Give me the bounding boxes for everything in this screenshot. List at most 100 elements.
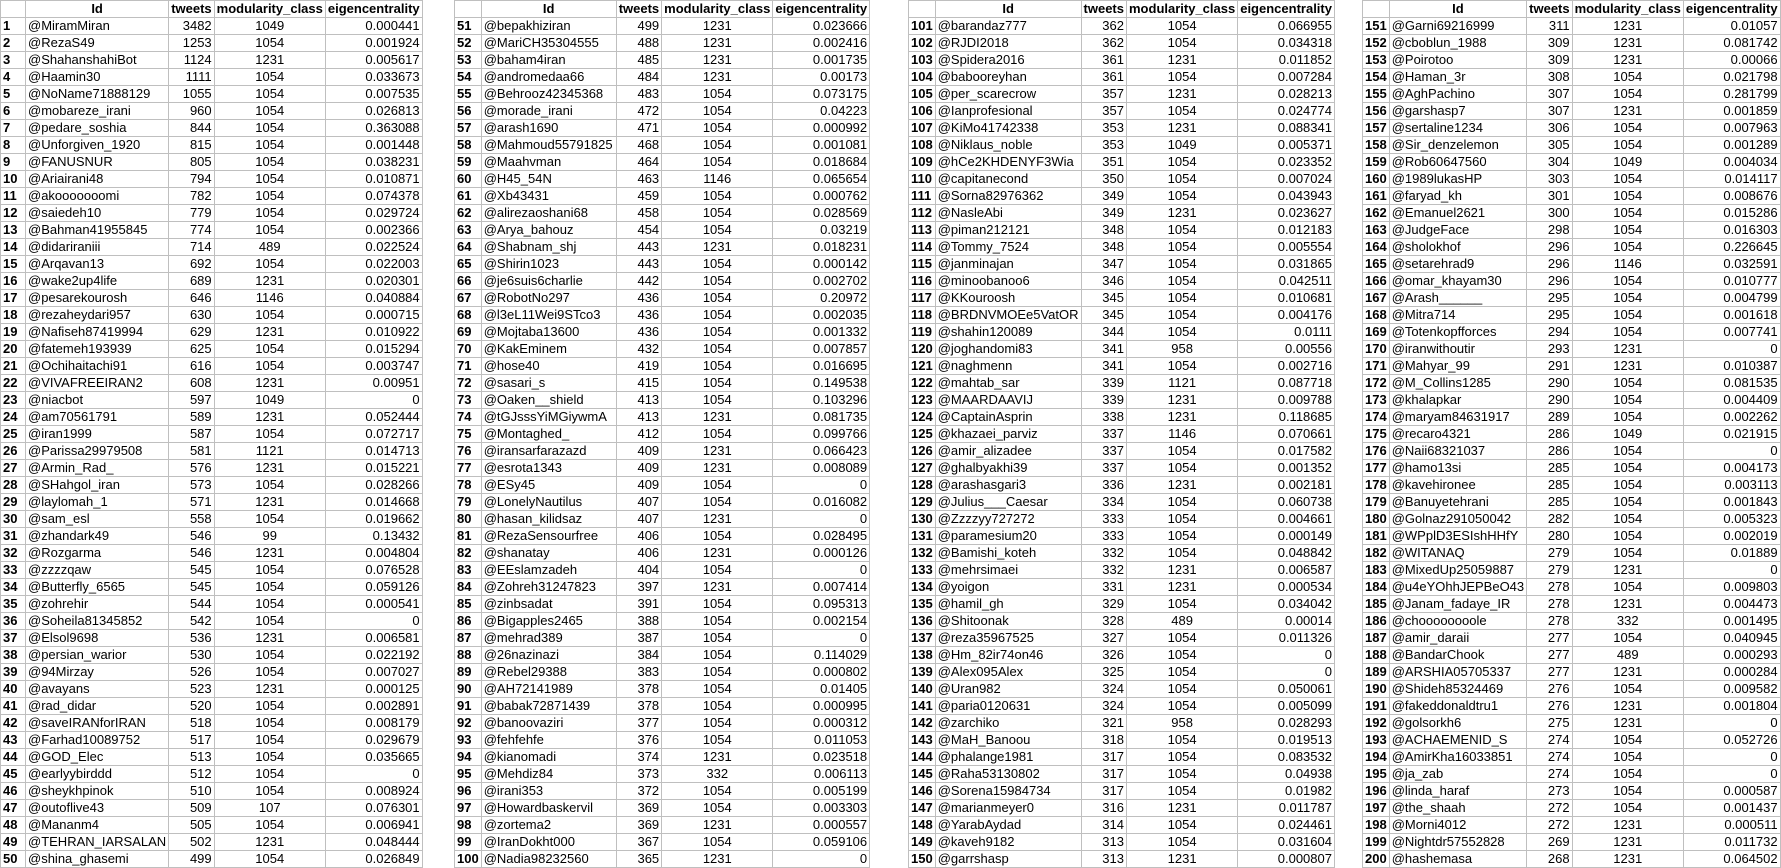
row-number-cell[interactable]: 33: [0, 561, 26, 579]
table-row[interactable]: 61 @Xb43431 459 1054 0.000762: [454, 187, 871, 205]
eigencentrality-cell[interactable]: 0.029724: [324, 204, 423, 222]
row-number-cell[interactable]: 36: [0, 612, 26, 630]
modularity-class-cell[interactable]: 1054: [213, 731, 326, 749]
tweets-cell[interactable]: 517: [168, 731, 215, 749]
modularity-class-cell[interactable]: 1146: [213, 289, 326, 307]
id-cell[interactable]: @BandarChook: [1388, 646, 1528, 664]
row-number-cell[interactable]: 172: [1362, 374, 1390, 392]
id-cell[interactable]: @fakeddonaldtru1: [1388, 697, 1528, 715]
tweets-cell[interactable]: 361: [1080, 68, 1128, 86]
modularity-class-cell[interactable]: 1054: [213, 510, 326, 528]
row-number-cell[interactable]: 67: [454, 289, 482, 307]
modularity-class-cell[interactable]: 99: [213, 527, 326, 545]
table-row[interactable]: 146 @Sorena15984734 317 1054 0.01982: [908, 782, 1335, 800]
modularity-class-cell[interactable]: 1054: [213, 68, 326, 86]
eigencentrality-cell[interactable]: 0.01982: [1237, 782, 1335, 800]
table-row[interactable]: 134 @yoigon 331 1231 0.000534: [908, 578, 1335, 596]
tweets-cell[interactable]: 483: [615, 85, 663, 103]
row-number-cell[interactable]: 125: [908, 425, 936, 443]
modularity-class-cell[interactable]: 1231: [661, 238, 774, 256]
row-number-cell[interactable]: 6: [0, 102, 26, 120]
tweets-cell[interactable]: 419: [615, 357, 663, 375]
tweets-cell[interactable]: 279: [1526, 544, 1573, 562]
table-row[interactable]: 80 @hasan_kilidsaz 407 1231 0: [454, 510, 871, 528]
modularity-class-cell[interactable]: 1054: [1125, 238, 1239, 256]
column-header-eigencentrality[interactable]: eigencentrality: [324, 0, 423, 18]
tweets-cell[interactable]: 317: [1080, 748, 1128, 766]
modularity-class-cell[interactable]: 1054: [1125, 68, 1239, 86]
tweets-cell[interactable]: 499: [168, 850, 215, 868]
row-number-cell[interactable]: 106: [908, 102, 936, 120]
table-row[interactable]: 115 @janminajan 347 1054 0.031865: [908, 255, 1335, 273]
row-number-cell[interactable]: 159: [1362, 153, 1390, 171]
id-cell[interactable]: @hashemasa: [1388, 850, 1528, 868]
modularity-class-cell[interactable]: 1231: [1125, 408, 1239, 426]
tweets-cell[interactable]: 488: [615, 34, 663, 52]
table-row[interactable]: 28 @SHahgol_iran 573 1054 0.028266: [0, 476, 423, 494]
tweets-cell[interactable]: 309: [1526, 51, 1573, 69]
id-cell[interactable]: @zinbsadat: [480, 595, 617, 613]
id-cell[interactable]: @joghandomi83: [934, 340, 1082, 358]
modularity-class-cell[interactable]: 1054: [1571, 442, 1684, 460]
modularity-class-cell[interactable]: 1231: [213, 459, 326, 477]
row-number-cell[interactable]: 43: [0, 731, 26, 749]
modularity-class-cell[interactable]: 1054: [213, 102, 326, 120]
row-number-cell[interactable]: 63: [454, 221, 482, 239]
eigencentrality-cell[interactable]: 0: [772, 629, 871, 647]
row-number-cell[interactable]: 53: [454, 51, 482, 69]
modularity-class-cell[interactable]: 1054: [1571, 289, 1684, 307]
modularity-class-cell[interactable]: 1054: [1571, 272, 1684, 290]
tweets-cell[interactable]: 347: [1080, 255, 1128, 273]
row-number-cell[interactable]: 9: [0, 153, 26, 171]
row-number-cell[interactable]: 32: [0, 544, 26, 562]
tweets-cell[interactable]: 463: [615, 170, 663, 188]
tweets-cell[interactable]: 294: [1526, 323, 1573, 341]
table-row[interactable]: 108 @Niklaus_noble 353 1049 0.005371: [908, 136, 1335, 154]
row-number-cell[interactable]: 99: [454, 833, 482, 851]
tweets-cell[interactable]: 333: [1080, 527, 1128, 545]
table-row[interactable]: 69 @Mojtaba13600 436 1054 0.001332: [454, 323, 871, 341]
row-number-cell[interactable]: 28: [0, 476, 26, 494]
row-number-cell[interactable]: 112: [908, 204, 936, 222]
id-cell[interactable]: @WPplD3ESIshHHfY: [1388, 527, 1528, 545]
column-header-modularity-class[interactable]: modularity_class: [661, 0, 774, 18]
row-number-cell[interactable]: 65: [454, 255, 482, 273]
row-number-cell[interactable]: 2: [0, 34, 26, 52]
id-cell[interactable]: @Farhad10089752: [24, 731, 170, 749]
modularity-class-cell[interactable]: 489: [213, 238, 326, 256]
tweets-cell[interactable]: 459: [615, 187, 663, 205]
id-cell[interactable]: @akooooooomi: [24, 187, 170, 205]
table-row[interactable]: 8 @Unforgiven_1920 815 1054 0.001448: [0, 136, 423, 154]
tweets-cell[interactable]: 280: [1526, 527, 1573, 545]
table-row[interactable]: 5 @NoName71888129 1055 1054 0.007535: [0, 85, 423, 103]
row-number-cell[interactable]: 71: [454, 357, 482, 375]
id-cell[interactable]: @kianomadi: [480, 748, 617, 766]
eigencentrality-cell[interactable]: 0.066423: [772, 442, 871, 460]
table-row[interactable]: 195 @ja_zab 274 1054 0: [1362, 765, 1781, 783]
eigencentrality-cell[interactable]: 0.007414: [772, 578, 871, 596]
tweets-cell[interactable]: 290: [1526, 391, 1573, 409]
id-cell[interactable]: @u4eYOhhJEPBeO43: [1388, 578, 1528, 596]
eigencentrality-cell[interactable]: 0.363088: [324, 119, 423, 137]
id-cell[interactable]: @RezaSensourfree: [480, 527, 617, 545]
eigencentrality-cell[interactable]: 0: [1682, 442, 1781, 460]
eigencentrality-cell[interactable]: 0.103296: [772, 391, 871, 409]
tweets-cell[interactable]: 597: [168, 391, 215, 409]
row-number-cell[interactable]: 193: [1362, 731, 1390, 749]
table-row[interactable]: 64 @Shabnam_shj 443 1231 0.018231: [454, 238, 871, 256]
table-row[interactable]: 198 @Morni4012 272 1231 0.000511: [1362, 816, 1781, 834]
row-number-cell[interactable]: 45: [0, 765, 26, 783]
column-header-eigencentrality[interactable]: eigencentrality: [772, 0, 871, 18]
tweets-cell[interactable]: 714: [168, 238, 215, 256]
tweets-cell[interactable]: 367: [615, 833, 663, 851]
row-number-cell[interactable]: 44: [0, 748, 26, 766]
row-number-cell[interactable]: 110: [908, 170, 936, 188]
row-number-cell[interactable]: 37: [0, 629, 26, 647]
id-cell[interactable]: @Mojtaba13600: [480, 323, 617, 341]
row-number-cell[interactable]: 199: [1362, 833, 1390, 851]
row-number-cell[interactable]: 102: [908, 34, 936, 52]
eigencentrality-cell[interactable]: 0.001332: [772, 323, 871, 341]
modularity-class-cell[interactable]: 1121: [213, 442, 326, 460]
tweets-cell[interactable]: 630: [168, 306, 215, 324]
row-number-cell[interactable]: 30: [0, 510, 26, 528]
